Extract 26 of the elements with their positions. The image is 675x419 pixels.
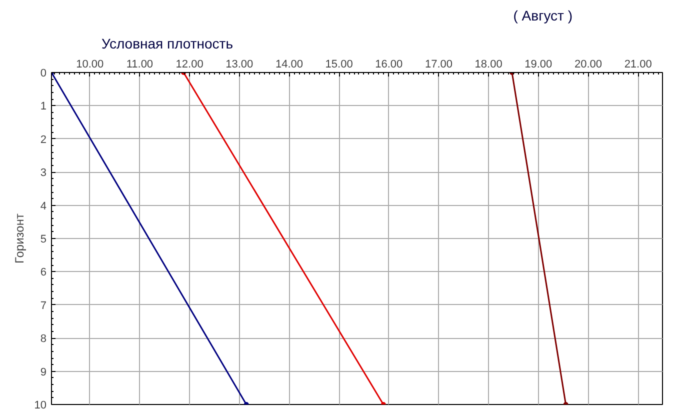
- x-tick-label: 14.00: [275, 58, 303, 70]
- x-tick-label: 18.00: [474, 58, 502, 70]
- y-tick-label: 5: [40, 234, 47, 246]
- x-tick-label: 15.00: [325, 58, 353, 70]
- y-axis-title: Горизонт: [12, 213, 26, 264]
- x-tick-label: 16.00: [375, 58, 403, 70]
- x-tick-label: 17.00: [424, 58, 452, 70]
- x-tick-label: 11.00: [126, 58, 154, 70]
- y-tick-label: 2: [40, 134, 47, 146]
- y-tick-label: 4: [40, 200, 47, 212]
- x-tick-label: 20.00: [574, 58, 602, 70]
- y-tick-label: 7: [40, 300, 47, 312]
- chart-subtitle: ( Август ): [513, 8, 573, 24]
- x-tick-label: 21.00: [624, 58, 652, 70]
- x-tick-label: 13.00: [226, 58, 254, 70]
- y-tick-label: 6: [40, 266, 47, 279]
- chart-title: Условная плотность: [102, 36, 234, 52]
- y-tick-label: 10: [34, 400, 47, 412]
- y-tick-label: 1: [40, 100, 47, 113]
- y-tick-label: 9: [40, 366, 47, 378]
- y-tick-label: 3: [40, 167, 47, 180]
- x-tick-label: 19.00: [524, 58, 552, 70]
- y-tick-label: 0: [40, 68, 47, 80]
- y-tick-label: 8: [40, 333, 47, 346]
- x-tick-label: 10.00: [76, 58, 104, 70]
- x-tick-label: 12.00: [176, 58, 204, 70]
